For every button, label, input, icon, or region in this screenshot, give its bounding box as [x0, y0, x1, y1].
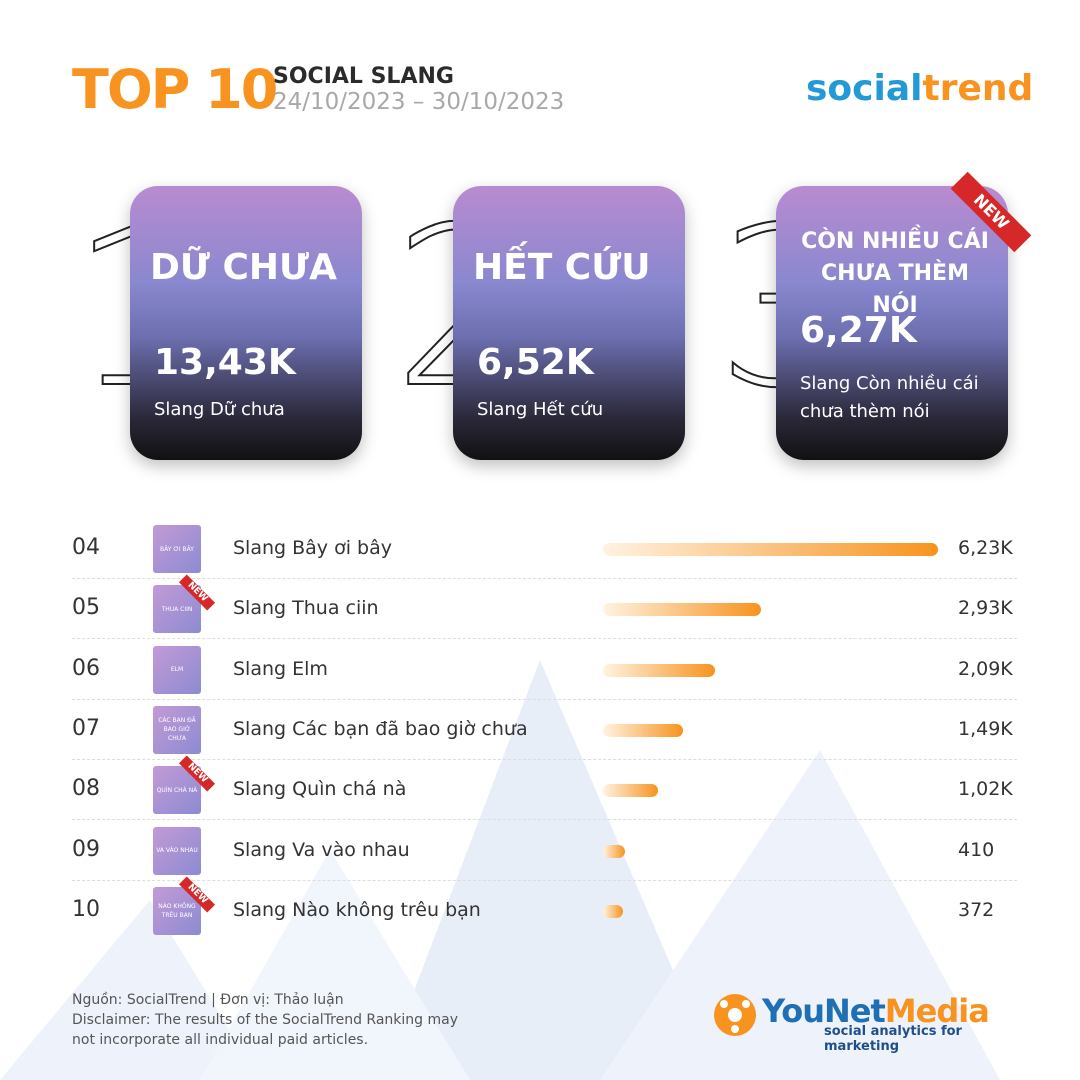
row-rank: 06 [72, 655, 100, 681]
top-card: HẾT CỨU 6,52K Slang Hết cứu [453, 186, 685, 460]
row-label: Slang Quìn chá nà [233, 778, 407, 801]
period: 24/10/2023 – 30/10/2023 [273, 89, 565, 115]
thumbnail-text: QUÌN CHÁ NÀ [156, 786, 198, 794]
background-mountains [0, 660, 1000, 1080]
card-caption: Slang Hết cứu [477, 399, 604, 420]
ranking-row: 10 NÀO KHÔNG TRÊU BẠN NEW Slang Nào không t… [72, 876, 1017, 941]
row-rank: 08 [72, 776, 100, 802]
row-rank: 10 [72, 896, 100, 922]
ranking-row: 08 QUÌN CHÁ NÀ NEW Slang Quìn chá nà 1,02K [72, 755, 1017, 821]
top-card: CÒN NHIỀU CÁI CHƯA THÈM NÓI 6,27K Slang Cò… [776, 186, 1008, 460]
row-value: 6,23K [958, 537, 1013, 559]
thumbnail: QUÌN CHÁ NÀ [153, 766, 201, 815]
row-label: Slang Elm [233, 657, 328, 680]
bar [603, 784, 658, 798]
row-value: 1,02K [958, 778, 1013, 801]
row-value: 372 [958, 898, 995, 921]
row-rank: 04 [72, 535, 100, 560]
divider [72, 758, 1017, 760]
source: Nguồn: SocialTrend | Đơn vị: Thảo luận [72, 992, 344, 1008]
thumbnail-text: VA VÀO NHAU [156, 847, 198, 854]
thumbnail-text: BÂY ƠI BÂY [160, 545, 194, 553]
divider [72, 819, 1017, 821]
card-value: 13,43K [154, 342, 296, 383]
row-value: 1,49K [958, 717, 1013, 740]
bar [603, 543, 938, 556]
divider [72, 698, 1017, 700]
card-caption: Slang Dữ chưa [154, 399, 285, 420]
row-label: Slang Bây ơi bây [233, 537, 392, 559]
row-value: 2,09K [958, 657, 1013, 680]
bar [603, 663, 716, 677]
row-rank: 09 [72, 836, 100, 862]
thumbnail: BÂY ƠI BÂY [153, 525, 201, 573]
disclaimer: Disclaimer: The results of the SocialTre… [72, 1012, 459, 1048]
card-value: 6,52K [477, 342, 594, 383]
card-name: HẾT CỨU [473, 247, 651, 288]
row-label: Slang Va vào nhau [233, 838, 410, 861]
logo-icon [714, 994, 756, 1036]
footer-text: Nguồn: SocialTrend | Đơn vị: Thảo luận Di… [72, 990, 462, 1050]
ranking-row: 05 THUA CIIN NEW Slang Thua ciin 2,93K [72, 574, 1017, 640]
thumbnail: CÁC BẠN ĐÃ BAO GIỜ CHƯA [153, 705, 201, 754]
thumbnail: ELM [153, 645, 201, 694]
logo-part: YouNet [762, 992, 886, 1030]
card-name: DỮ CHƯA [150, 247, 337, 288]
row-label: Slang Các bạn đã bao giờ chưa [233, 717, 528, 740]
divider [72, 638, 1017, 640]
ranking-row: 06 ELM Slang Elm 2,09K [72, 640, 1017, 700]
row-label: Slang Thua ciin [233, 597, 379, 620]
brand-part: trend [922, 68, 1034, 109]
top-card: DỮ CHƯA 13,43K Slang Dữ chưa [130, 186, 362, 460]
bar [603, 904, 623, 918]
thumbnail-text: THUA CIIN [161, 605, 193, 613]
subtitle: SOCIAL SLANG [273, 64, 454, 89]
bar [603, 603, 761, 617]
card-caption: Slang Còn nhiều cái chưa thèm nói [800, 373, 979, 422]
title: TOP 10 [72, 58, 278, 121]
ranking-row: 09 VA VÀO NHAU Slang Va vào nhau 410 [72, 821, 1017, 881]
thumbnail: VA VÀO NHAU [153, 826, 201, 875]
thumbnail-text: ELM [170, 666, 184, 674]
ranking-row: 07 CÁC BẠN ĐÃ BAO GIỜ CHƯA Slang Các bạn đ… [72, 700, 1017, 760]
card-value: 6,27K [800, 310, 917, 351]
tagline: social analytics for marketing [824, 1024, 962, 1054]
divider [72, 879, 1017, 881]
row-rank: 07 [72, 715, 100, 741]
bar [603, 723, 684, 737]
logo-part: Media [884, 992, 990, 1030]
row-value: 410 [958, 838, 995, 861]
brand: socialtrend [806, 68, 1033, 109]
divider [72, 578, 1017, 579]
brand-part: social [806, 68, 923, 109]
bar [603, 844, 626, 858]
row-rank: 05 [72, 595, 100, 621]
ranking-row: 04 BÂY ƠI BÂY Slang Bây ơi bây 6,23K [72, 519, 1017, 579]
thumbnail-text: CÁC BẠN ĐÃ BAO GIỜ CHƯA [158, 717, 196, 743]
row-value: 2,93K [958, 597, 1013, 620]
row-label: Slang Nào không trêu bạn [233, 898, 481, 921]
thumbnail-text: NÀO KHÔNG TRÊU BẠN [158, 902, 196, 919]
card-name: CÒN NHIỀU CÁI CHƯA THÈM NÓI [801, 229, 989, 318]
